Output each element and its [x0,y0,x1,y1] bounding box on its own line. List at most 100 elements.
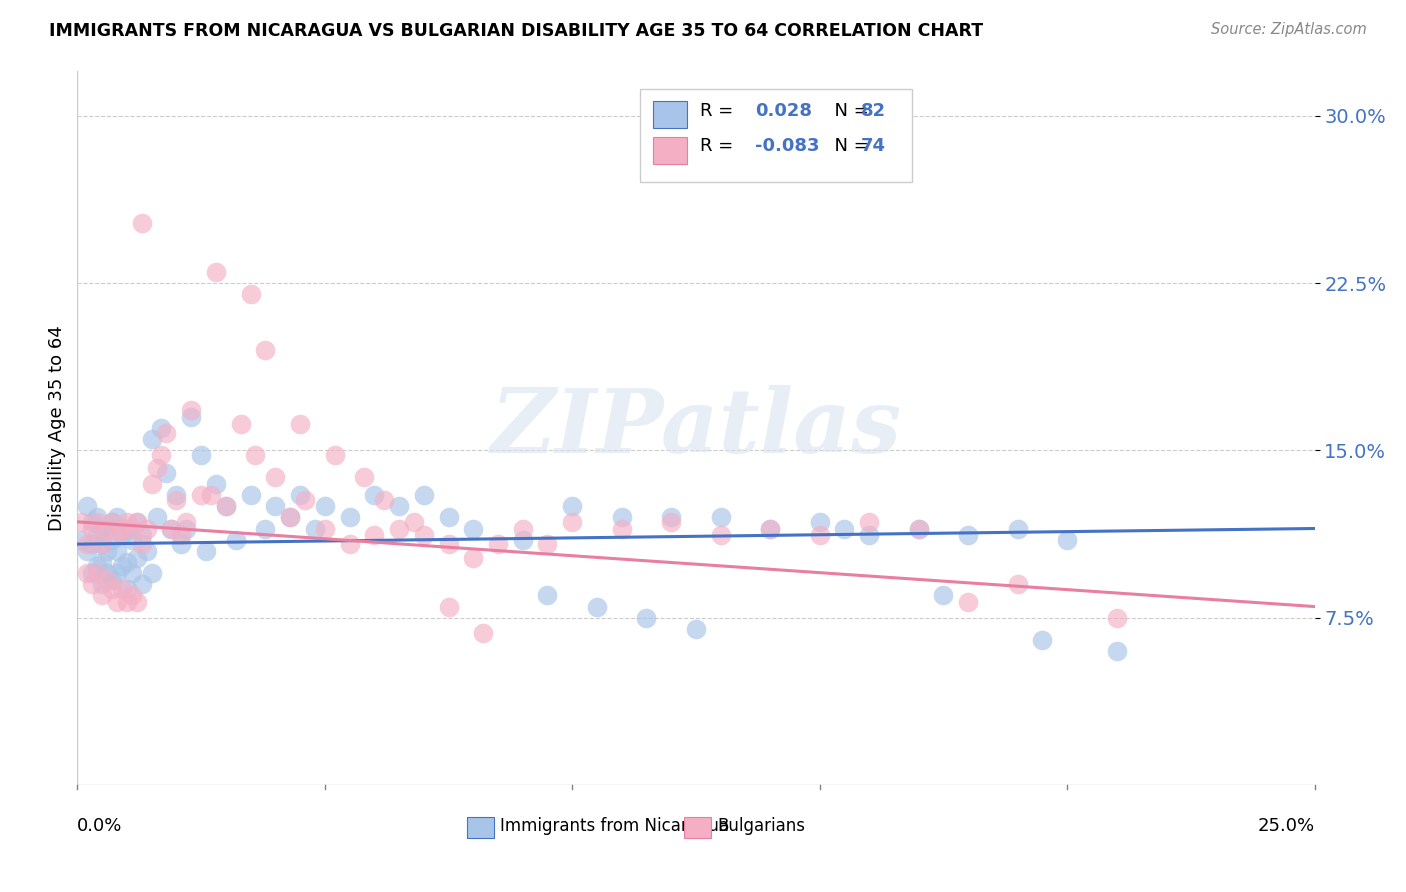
Point [125,595,148,609]
Point [115,582,138,596]
Point [180,410,202,425]
FancyBboxPatch shape [467,817,495,838]
Point [174,521,197,535]
Point [101,515,124,529]
Point [160,521,183,535]
Point [101,573,124,587]
Point [957,595,980,609]
Point [1007,577,1029,591]
Point [141,433,163,447]
Point [111,528,134,542]
Point [1056,533,1078,547]
Point [561,500,583,514]
Point [659,510,682,524]
Point [486,537,509,551]
Point [82,537,104,551]
Point [145,461,167,475]
Point [437,599,460,614]
Point [131,537,153,551]
Point [339,537,361,551]
Point [314,521,336,535]
Point [907,521,929,535]
Point [388,521,411,535]
Point [373,492,395,507]
Point [170,528,193,542]
Point [91,589,114,603]
Point [115,555,138,569]
Point [215,500,238,514]
Point [288,488,311,502]
Point [150,421,173,435]
Point [115,521,138,535]
Point [190,448,212,462]
FancyBboxPatch shape [652,137,688,164]
Text: -0.083: -0.083 [755,137,820,155]
Point [165,492,187,507]
Point [463,550,485,565]
Y-axis label: Disability Age 35 to 64: Disability Age 35 to 64 [48,326,66,531]
Point [141,476,163,491]
Point [115,515,138,529]
Text: R =: R = [700,137,738,155]
Point [264,470,287,484]
Point [586,599,609,614]
Point [858,528,880,542]
Point [170,537,193,551]
Point [278,510,301,524]
Point [388,500,411,514]
Point [111,521,134,535]
Point [412,528,434,542]
Point [115,595,138,609]
Point [363,528,385,542]
Text: 74: 74 [860,137,886,155]
Point [636,611,658,625]
Point [165,488,187,502]
Point [205,265,228,279]
Point [932,589,955,603]
Point [145,510,167,524]
Point [76,566,98,581]
Point [160,521,183,535]
Point [180,403,202,417]
Point [323,448,346,462]
Point [437,537,460,551]
FancyBboxPatch shape [652,102,688,128]
Point [76,537,98,551]
Point [1105,644,1128,658]
Point [254,521,277,535]
Point [86,559,108,574]
Point [96,573,118,587]
Point [1105,611,1128,625]
Point [200,488,222,502]
Point [254,343,277,358]
FancyBboxPatch shape [640,89,912,182]
Point [239,287,262,301]
Point [1007,521,1029,535]
Point [96,566,118,581]
Point [111,559,134,574]
Point [512,533,534,547]
Point [125,515,148,529]
Point [685,622,707,636]
Point [278,510,301,524]
Text: N =: N = [824,102,875,120]
Point [402,515,425,529]
Point [86,566,108,581]
Point [363,488,385,502]
Point [105,528,128,542]
Point [131,577,153,591]
Point [131,216,153,230]
Point [536,537,558,551]
Point [121,533,143,547]
Point [105,544,128,558]
Point [957,528,980,542]
Point [82,521,104,535]
Point [86,528,108,542]
Text: 0.028: 0.028 [755,102,813,120]
Point [135,544,157,558]
Point [82,577,104,591]
Point [561,515,583,529]
Point [82,566,104,581]
Point [229,417,252,431]
Point [245,448,267,462]
